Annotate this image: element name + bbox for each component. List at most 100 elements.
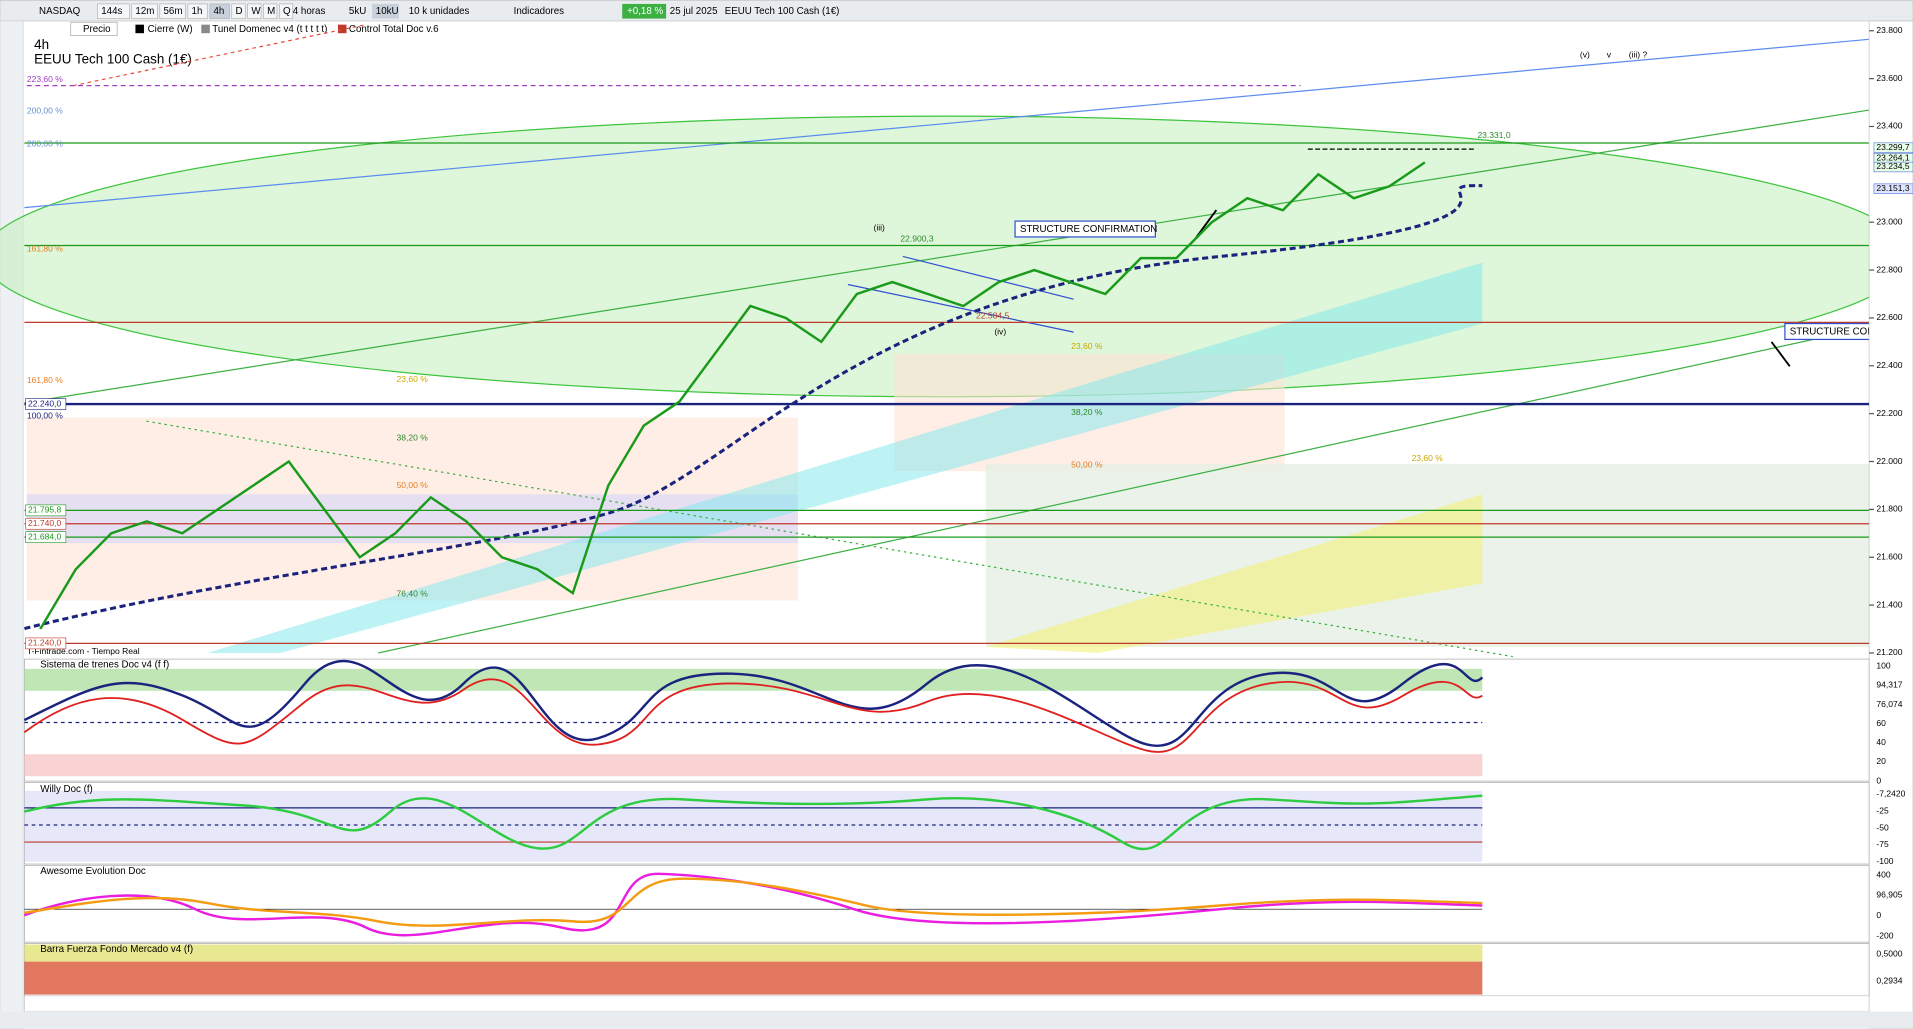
timeframe[interactable]: 4h — [214, 6, 225, 17]
source: T-Fintrade.com - Tiempo Real — [27, 646, 140, 656]
annotation: 22.584,5 — [976, 310, 1009, 320]
legend-swatch — [135, 24, 144, 34]
timeframe[interactable]: M — [267, 6, 275, 17]
panel-wave — [23, 872, 1483, 937]
indicators[interactable]: Indicadores — [514, 6, 565, 17]
fib-label: 200,00 % — [27, 106, 63, 116]
annotation: STRUCTURE CONFIRMATION — [1020, 224, 1157, 235]
price-tick-label: 21.200 — [1876, 647, 1902, 657]
channel — [207, 262, 1483, 653]
wave-label: (iii) ? — [1629, 49, 1648, 59]
timeframe-button — [97, 3, 130, 19]
tunnel-line — [24, 184, 1483, 631]
toolbar — [0, 0, 1913, 22]
level-label: 21.240,0 — [28, 638, 61, 648]
timeframe-button — [247, 3, 262, 19]
timeframe[interactable]: 1h — [192, 6, 203, 17]
panel-axis-label: -75 — [1876, 839, 1889, 849]
panel-axis-label: -50 — [1876, 822, 1889, 832]
fib-annotation: 23,60 % — [1412, 453, 1444, 463]
legend-item[interactable]: Control Total Doc v.6 — [349, 24, 439, 35]
legend-item[interactable]: Tunel Domenec v4 (t t t t t) — [212, 24, 327, 35]
timeframes: 144s 12m 56m 1h 4h D W M Q — [97, 3, 294, 19]
legend-box — [70, 21, 118, 36]
panel — [24, 864, 1870, 943]
panel-title: Sistema de trenes Doc v4 (f f) — [40, 660, 169, 671]
level-label: 21.795,8 — [28, 505, 61, 515]
timeframe[interactable]: Q — [283, 6, 291, 17]
price-tick-label: 23.000 — [1876, 216, 1902, 226]
legend-swatch — [201, 24, 210, 34]
change: +0,18 % — [627, 6, 663, 17]
legend-item[interactable]: Cierre (W) — [148, 24, 193, 35]
status-bar — [0, 1011, 1913, 1029]
timeframe-button — [187, 3, 208, 19]
panel-zone — [24, 961, 1483, 995]
annotation: 22.900,3 — [900, 234, 933, 244]
panel-axis-label: 0,5000 — [1876, 949, 1902, 959]
price-tick-label: 23.600 — [1876, 73, 1902, 83]
panel-axis-label: -100 — [1876, 856, 1893, 866]
price-tick-label: 22.000 — [1876, 456, 1902, 466]
wave-label: (v) — [1580, 49, 1590, 59]
legend-item[interactable]: Precio — [83, 24, 111, 35]
timeframe[interactable]: 56m — [163, 6, 182, 17]
trendline — [378, 326, 1870, 654]
annotation-box — [1014, 220, 1156, 238]
level-label: 22.240,0 — [28, 398, 61, 408]
price-marker — [1873, 161, 1913, 173]
timeframe-button — [159, 3, 186, 19]
arrow — [1770, 341, 1791, 367]
panel-axis-label: 0 — [1876, 910, 1881, 920]
fib-annotation: 23,60 % — [1071, 341, 1103, 351]
unit-10k[interactable]: 10kU — [376, 6, 399, 17]
fib-annotation: 23,60 % — [397, 374, 429, 384]
price-tick-label: 22.800 — [1876, 264, 1902, 274]
fib-label: 223,60 % — [27, 74, 63, 84]
chart-name: EEUU Tech 100 Cash (1€) — [34, 52, 192, 67]
panel-axis-label: 400 — [1876, 869, 1890, 879]
panel-axis-label: -7,2420 — [1876, 789, 1905, 799]
panel-title: Awesome Evolution Doc — [40, 866, 146, 877]
level-tag — [25, 398, 67, 410]
price-tick-label: 21.400 — [1876, 599, 1902, 609]
wave-label: v — [1607, 49, 1612, 59]
period[interactable]: 4 horas — [293, 6, 326, 17]
fib-annotation: 50,00 % — [397, 480, 429, 490]
panel-axes: 100 94,317 76,074 60 40 20 0 -7,2420 -25 -50 -75 -1… — [1876, 661, 1905, 986]
fib-label: 161,80 % — [27, 243, 63, 253]
timeframe[interactable]: 144s — [101, 6, 122, 17]
panel-axis-label: 20 — [1876, 756, 1886, 766]
panel-axis-label: -25 — [1876, 806, 1889, 816]
price-tick-label: 22.600 — [1876, 312, 1902, 322]
timeframe[interactable]: D — [235, 6, 242, 17]
panel-axis-label: -200 — [1876, 930, 1893, 940]
channel — [985, 494, 1483, 653]
unit-5k[interactable]: 5kU — [349, 6, 366, 17]
panel-axis-label: 0,2934 — [1876, 975, 1902, 985]
timeframe[interactable]: W — [251, 6, 261, 17]
trendline — [24, 109, 1870, 404]
wave-label: (iv) — [994, 326, 1006, 336]
fib-annotation: 50,00 % — [1071, 459, 1103, 469]
annotation: 23.331,0 — [1477, 130, 1510, 140]
units-menu[interactable]: 10 k unidades — [409, 6, 470, 17]
fib-label: 200,00 % — [27, 138, 63, 148]
panel-zone — [24, 668, 1483, 691]
date-axis — [24, 995, 1870, 1012]
fib-label: 100,00 % — [27, 411, 63, 421]
panel-axis-label: 96,905 — [1876, 890, 1902, 900]
panel-zone — [24, 754, 1483, 777]
trendline — [902, 255, 1074, 300]
unit-selected — [372, 3, 399, 19]
price-tick-label: 23.400 — [1876, 121, 1902, 131]
timeframe-button — [131, 3, 158, 19]
panel-zone — [24, 790, 1483, 862]
tool-strip — [0, 20, 24, 1029]
timeframe[interactable]: 12m — [135, 6, 154, 17]
panel-axis-label: 94,317 — [1876, 680, 1902, 690]
timeframe-button — [263, 3, 278, 19]
level-tag — [25, 517, 67, 530]
panel-axis-label: 100 — [1876, 661, 1890, 671]
symbol[interactable]: NASDAQ — [39, 6, 81, 17]
